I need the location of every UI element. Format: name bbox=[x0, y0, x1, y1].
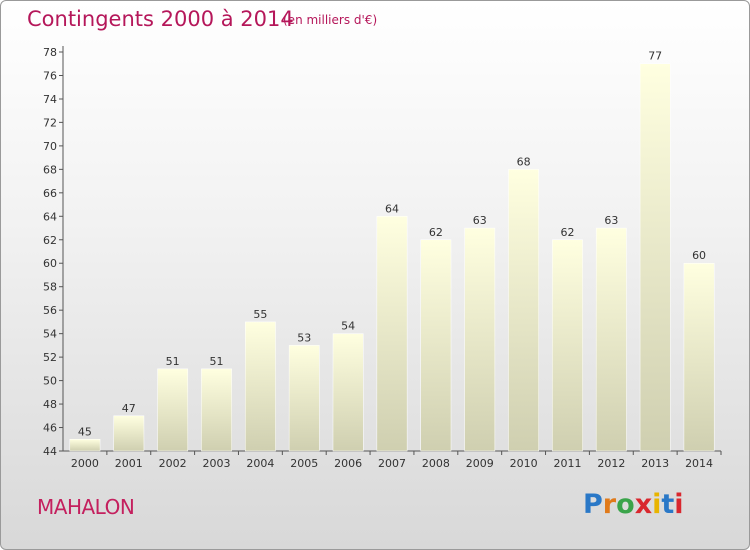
data-label-2013: 77 bbox=[648, 50, 662, 63]
bar-2006 bbox=[332, 333, 364, 452]
logo-letter: r bbox=[602, 489, 617, 520]
bar-2001 bbox=[113, 415, 145, 452]
data-label-2007: 64 bbox=[385, 202, 399, 215]
x-tick-label-2008: 2008 bbox=[422, 457, 450, 470]
x-tick-label-2011: 2011 bbox=[553, 457, 581, 470]
x-tick-label-2002: 2002 bbox=[159, 457, 187, 470]
bar-2012 bbox=[595, 227, 627, 452]
x-tick-label-2000: 2000 bbox=[71, 457, 99, 470]
y-tick-label: 48 bbox=[43, 398, 57, 411]
chart-bars bbox=[69, 63, 715, 452]
y-tick-label: 50 bbox=[43, 375, 57, 388]
data-label-2014: 60 bbox=[692, 249, 706, 262]
bar-2002 bbox=[157, 368, 189, 452]
x-tick-label-2004: 2004 bbox=[246, 457, 274, 470]
logo-letter: x bbox=[634, 489, 653, 520]
x-tick-label-2013: 2013 bbox=[641, 457, 669, 470]
x-tick-label-2009: 2009 bbox=[466, 457, 494, 470]
data-label-2012: 63 bbox=[604, 214, 618, 227]
data-label-2002: 51 bbox=[166, 355, 180, 368]
data-label-2010: 68 bbox=[517, 155, 531, 168]
y-tick-label: 54 bbox=[43, 328, 57, 341]
y-tick-label: 56 bbox=[43, 304, 57, 317]
data-label-2001: 47 bbox=[122, 402, 136, 415]
bar-2008 bbox=[420, 239, 452, 452]
y-tick-label: 74 bbox=[43, 93, 57, 106]
y-tick-label: 60 bbox=[43, 257, 57, 270]
y-tick-label: 52 bbox=[43, 351, 57, 364]
y-tick-label: 58 bbox=[43, 281, 57, 294]
x-tick-label-2012: 2012 bbox=[597, 457, 625, 470]
bar-2011 bbox=[552, 239, 583, 452]
y-tick-label: 44 bbox=[43, 445, 57, 458]
bar-2007 bbox=[376, 216, 408, 452]
bar-2000 bbox=[69, 439, 101, 452]
data-label-2011: 62 bbox=[560, 226, 574, 239]
y-tick-label: 66 bbox=[43, 187, 57, 200]
x-tick-label-2010: 2010 bbox=[510, 457, 538, 470]
x-tick-label-2006: 2006 bbox=[334, 457, 362, 470]
x-tick-label-2005: 2005 bbox=[290, 457, 318, 470]
x-tick-label-2001: 2001 bbox=[115, 457, 143, 470]
bar-2013 bbox=[639, 63, 671, 452]
logo-letter: P bbox=[583, 489, 603, 520]
chart-title: Contingents 2000 à 2014 bbox=[27, 7, 294, 31]
data-label-2004: 55 bbox=[253, 308, 267, 321]
x-tick-label-2007: 2007 bbox=[378, 457, 406, 470]
data-label-2008: 62 bbox=[429, 226, 443, 239]
y-tick-label: 46 bbox=[43, 422, 57, 435]
chart-axes: 44 46 48 50 52 54 56 58 60 62 64 66 68 70 72 74 76 78 2000… bbox=[43, 46, 722, 470]
x-tick-label-2003: 2003 bbox=[203, 457, 231, 470]
proxiti-logo[interactable]: Proxiti bbox=[583, 489, 684, 520]
data-label-2009: 63 bbox=[473, 214, 487, 227]
y-tick-label: 72 bbox=[43, 116, 57, 129]
bar-2009 bbox=[464, 227, 496, 452]
y-tick-label: 64 bbox=[43, 210, 57, 223]
data-label-2003: 51 bbox=[210, 355, 224, 368]
data-label-2006: 54 bbox=[341, 320, 355, 333]
bar-2003 bbox=[201, 368, 232, 452]
chart-data-labels: 45 47 51 51 55 53 54 64 62 63 68 62 63 77 60 bbox=[78, 50, 706, 439]
bar-2010 bbox=[508, 169, 539, 452]
y-tick-label: 78 bbox=[43, 46, 57, 59]
y-tick-label: 70 bbox=[43, 140, 57, 153]
x-tick-label-2014: 2014 bbox=[685, 457, 713, 470]
logo-letter: o bbox=[616, 489, 635, 520]
y-tick-label: 62 bbox=[43, 234, 57, 247]
logo-letter: i bbox=[652, 489, 662, 520]
bar-2005 bbox=[288, 345, 320, 452]
y-tick-label: 76 bbox=[43, 69, 57, 82]
y-tick-label: 68 bbox=[43, 163, 57, 176]
bar-2014 bbox=[683, 262, 715, 452]
chart-subtitle: (en milliers d'€) bbox=[283, 13, 378, 27]
data-label-2005: 53 bbox=[297, 331, 311, 344]
commune-name: MAHALON bbox=[37, 495, 135, 519]
bar-2004 bbox=[245, 321, 276, 452]
logo-letter: i bbox=[674, 489, 684, 520]
data-label-2000: 45 bbox=[78, 425, 92, 438]
logo-letter: t bbox=[661, 489, 675, 520]
